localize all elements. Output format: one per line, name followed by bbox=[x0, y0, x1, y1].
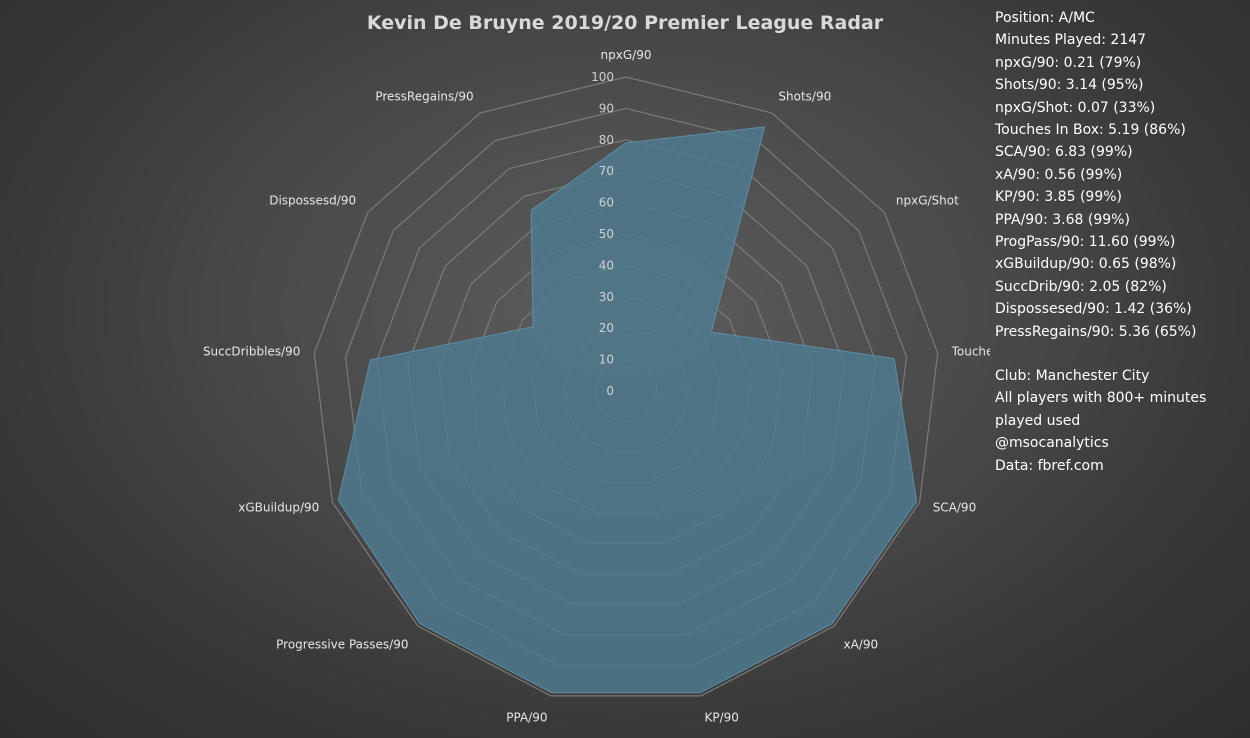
axis-label: KP/90 bbox=[705, 711, 739, 725]
axis-label: PressRegains/90 bbox=[375, 90, 473, 104]
axis-label: npxG/Shot bbox=[896, 194, 959, 208]
axis-label: Dispossesd/90 bbox=[269, 194, 356, 208]
stat-line: Minutes Played: 2147 bbox=[995, 32, 1147, 49]
tick-label: 20 bbox=[599, 321, 614, 335]
tick-label: 50 bbox=[599, 227, 614, 241]
info-line: played used bbox=[995, 412, 1081, 429]
info-line: All players with 800+ minutes bbox=[995, 390, 1207, 407]
radar-series bbox=[337, 126, 918, 694]
stat-line: xA/90: 0.56 (99%) bbox=[995, 166, 1123, 183]
axis-label: PPA/90 bbox=[506, 711, 547, 725]
stat-line: ProgPass/90: 11.60 (99%) bbox=[995, 234, 1176, 251]
player-stats-panel: Position: A/MC Minutes Played: 2147 npxG/9… bbox=[995, 7, 1245, 343]
source-info-panel: Club: Manchester City All players with 80… bbox=[995, 365, 1245, 477]
tick-label: 10 bbox=[599, 353, 614, 367]
axis-label: xA/90 bbox=[844, 638, 879, 652]
axis-label: SuccDribbles/90 bbox=[203, 345, 300, 359]
series-area bbox=[337, 126, 918, 694]
grid-ring bbox=[313, 76, 939, 697]
stat-line: SuccDrib/90: 2.05 (82%) bbox=[995, 278, 1167, 295]
tick-label: 40 bbox=[599, 258, 614, 272]
chart-title: Kevin De Bruyne 2019/20 Premier League R… bbox=[366, 12, 884, 34]
axis-label: Touches In Box bbox=[951, 345, 990, 359]
stat-line: Touches In Box: 5.19 (86%) bbox=[995, 122, 1186, 139]
stat-line: PPA/90: 3.68 (99%) bbox=[995, 211, 1130, 228]
tick-label: 60 bbox=[599, 196, 614, 210]
info-line: Club: Manchester City bbox=[995, 368, 1150, 384]
radial-tick-labels: 0 10 20 30 40 50 60 70 80 90 100 bbox=[591, 70, 614, 398]
tick-label: 90 bbox=[599, 101, 614, 115]
axis-labels: npxG/90 Shots/90 npxG/Shot Touches In Box SC… bbox=[203, 48, 990, 725]
tick-label: 30 bbox=[599, 290, 614, 304]
stat-line: PressRegains/90: 5.36 (65%) bbox=[995, 323, 1197, 340]
stat-line: Shots/90: 3.14 (95%) bbox=[995, 77, 1144, 94]
tick-label: 100 bbox=[591, 70, 614, 84]
axis-label: xGBuildup/90 bbox=[238, 500, 319, 514]
info-line: Data: fbref.com bbox=[995, 457, 1104, 474]
tick-label: 0 bbox=[606, 384, 614, 398]
stat-line: Position: A/MC bbox=[995, 10, 1095, 26]
stat-line: SCA/90: 6.83 (99%) bbox=[995, 144, 1133, 161]
stat-line: Dispossesed/90: 1.42 (36%) bbox=[995, 301, 1192, 318]
axis-label: Progressive Passes/90 bbox=[276, 638, 408, 652]
info-line: @msocanalytics bbox=[995, 435, 1109, 452]
tick-label: 80 bbox=[599, 133, 614, 147]
axis-label: Shots/90 bbox=[778, 90, 831, 104]
tick-label: 70 bbox=[599, 164, 614, 178]
axis-label: SCA/90 bbox=[933, 500, 977, 514]
stat-line: xGBuildup/90: 0.65 (98%) bbox=[995, 256, 1177, 273]
stat-line: npxG/Shot: 0.07 (33%) bbox=[995, 99, 1156, 116]
axis-label: npxG/90 bbox=[601, 48, 652, 62]
stat-line: KP/90: 3.85 (99%) bbox=[995, 189, 1122, 206]
stat-line: npxG/90: 0.21 (79%) bbox=[995, 54, 1142, 71]
